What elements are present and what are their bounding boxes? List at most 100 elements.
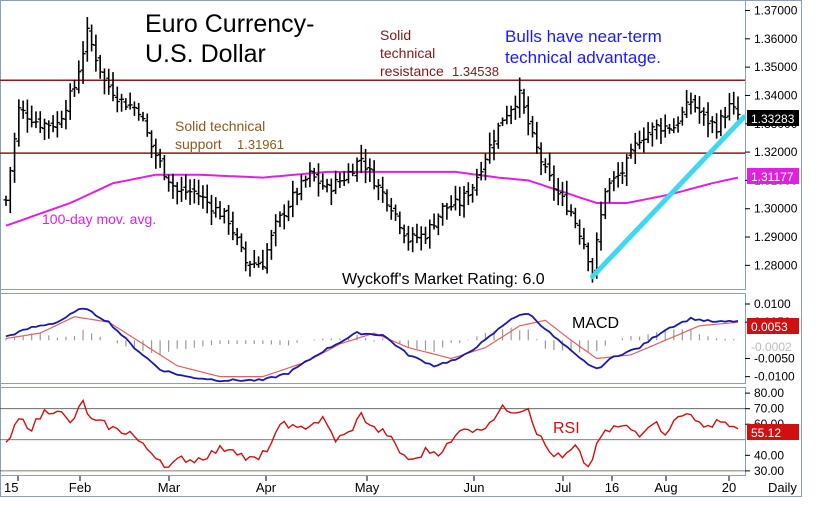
rsi-value-box xyxy=(747,424,799,440)
price-bar xyxy=(602,188,608,220)
resistance-label-3: resistance xyxy=(380,63,444,79)
macd-value: 0.0053 xyxy=(751,320,788,334)
price-y-tick-label: 1.28000 xyxy=(754,258,798,272)
price-bar xyxy=(140,111,146,122)
rsi-y-tick-label: 40.00 xyxy=(754,448,784,462)
price-bar xyxy=(46,120,52,139)
price-bar xyxy=(80,41,86,84)
price-bar xyxy=(581,227,587,250)
price-bar xyxy=(183,174,189,200)
price-bar xyxy=(423,226,429,245)
macd-y-tick-label: -0.0100 xyxy=(754,370,795,384)
y-tick-layer: 1.370001.360001.350001.340001.330001.320… xyxy=(745,3,798,478)
x-tick-label: Apr xyxy=(256,480,277,495)
macd-y-tick-label: -0.0050 xyxy=(754,351,795,365)
price-bar xyxy=(367,158,373,183)
price-bar xyxy=(568,204,574,217)
price-bar xyxy=(632,132,638,164)
price-bar xyxy=(333,170,339,194)
price-bar xyxy=(705,102,711,138)
price-bar xyxy=(619,162,625,184)
price-y-tick-label: 1.34000 xyxy=(754,88,798,102)
price-bar xyxy=(380,176,386,203)
price-bar xyxy=(405,225,411,251)
price-bar xyxy=(375,179,381,201)
price-bar xyxy=(688,92,694,115)
price-bar xyxy=(341,171,347,186)
price-bar xyxy=(495,122,501,149)
bulls-label-2: technical advantage. xyxy=(505,48,661,67)
price-bar xyxy=(393,204,399,221)
macd-value-box xyxy=(747,318,799,334)
price-bar xyxy=(722,106,728,129)
macd-layer xyxy=(5,307,739,383)
price-bar xyxy=(12,132,18,183)
x-tick-label: 15 xyxy=(4,480,18,495)
price-bar xyxy=(487,132,493,164)
price-bar xyxy=(731,91,737,115)
price-bar xyxy=(37,111,43,133)
price-bar xyxy=(63,99,69,130)
price-bar xyxy=(448,195,454,211)
price-bar xyxy=(67,83,73,120)
price-bar xyxy=(675,116,681,133)
price-bar xyxy=(221,208,227,224)
price-bar xyxy=(71,79,77,97)
chart-title-line2: U.S. Dollar xyxy=(145,40,266,68)
price-bar xyxy=(559,181,565,206)
moving-average-line xyxy=(5,170,739,227)
price-bar xyxy=(701,107,707,126)
price-bar xyxy=(119,93,125,112)
price-bar xyxy=(465,182,471,205)
x-tick-label: Feb xyxy=(69,480,91,495)
x-tick-label: Aug xyxy=(654,480,677,495)
macd-hist-value: -0.0002 xyxy=(751,340,792,354)
price-bar xyxy=(607,178,613,203)
resistance-label-1: Solid xyxy=(380,27,411,43)
macd-label: MACD xyxy=(572,315,619,332)
price-bar xyxy=(611,171,617,192)
price-bar xyxy=(354,157,360,182)
support-value: 1.31961 xyxy=(237,137,284,152)
support-resistance-layer xyxy=(0,79,745,154)
rsi-panel-frame xyxy=(0,387,746,476)
price-bar xyxy=(397,211,403,235)
price-bar xyxy=(84,17,90,62)
price-bar xyxy=(54,111,60,138)
price-y-tick-label: 1.29000 xyxy=(754,230,798,244)
price-bar xyxy=(363,148,369,184)
price-bar xyxy=(127,92,133,110)
price-bar xyxy=(179,176,185,202)
price-bar xyxy=(521,88,527,114)
price-bar xyxy=(358,144,364,174)
price-bar xyxy=(401,224,407,244)
price-bar xyxy=(277,211,283,228)
price-bar xyxy=(388,197,394,220)
price-bar xyxy=(260,249,266,270)
x-tick-label: May xyxy=(355,480,380,495)
price-bar xyxy=(718,109,724,137)
price-bar xyxy=(350,163,356,177)
uptrend-line xyxy=(589,114,747,280)
rsi-layer xyxy=(0,398,745,472)
price-bar xyxy=(679,106,685,126)
price-bar xyxy=(538,142,544,176)
price-bar xyxy=(572,207,578,229)
price-bar xyxy=(491,129,497,161)
chart-title-line1: Euro Currency- xyxy=(145,10,315,38)
price-bar xyxy=(33,111,39,129)
support-label-1: Solid technical xyxy=(175,118,265,134)
price-bar xyxy=(696,96,702,124)
price-bar xyxy=(166,174,172,192)
price-bar xyxy=(268,229,274,260)
price-bar xyxy=(251,249,257,269)
price-bar xyxy=(161,155,167,181)
price-bar xyxy=(474,168,480,196)
price-bar xyxy=(637,130,643,150)
price-bar xyxy=(551,165,557,201)
ma-value-box xyxy=(747,168,799,184)
resistance-label-2: technical xyxy=(380,45,435,61)
price-bar xyxy=(42,118,48,141)
rsi-line xyxy=(5,398,739,469)
